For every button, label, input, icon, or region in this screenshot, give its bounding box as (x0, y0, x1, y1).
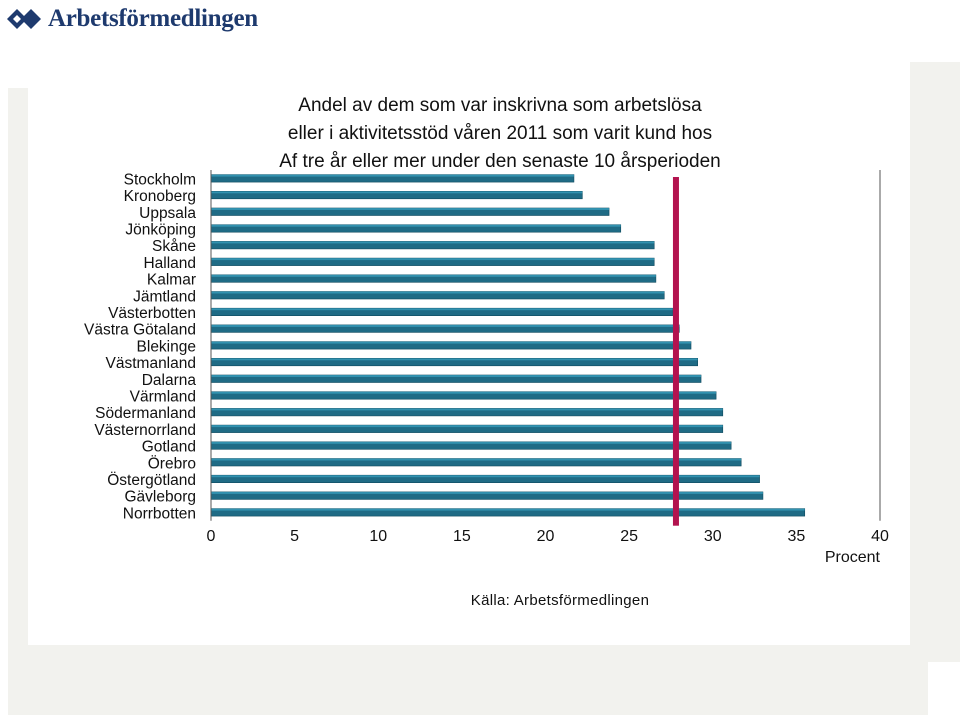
bar-highlight (211, 391, 717, 394)
chart-title-line-1: Andel av dem som var inskrivna som arbet… (298, 95, 702, 116)
y-axis-label: Blekinge (137, 338, 196, 355)
bar-highlight (211, 491, 763, 494)
bar-highlight (211, 258, 655, 261)
y-axis-label: Halland (143, 255, 196, 272)
bar-highlight (211, 191, 583, 194)
y-axis-label: Västernorrland (94, 422, 196, 439)
bar-highlight (211, 341, 692, 344)
x-axis-tick-label: 10 (369, 528, 387, 545)
y-axis-label: Värmland (130, 388, 196, 405)
y-axis-label: Gotland (142, 439, 196, 456)
bar-highlight (211, 324, 680, 327)
logo-text: Arbetsförmedlingen (48, 5, 258, 32)
bars (210, 174, 806, 517)
bar-highlight (211, 291, 665, 294)
background-shape-right (910, 62, 960, 662)
bar-highlight (211, 358, 698, 361)
y-axis-label: Kalmar (147, 272, 196, 289)
x-axis-tick-label: 20 (537, 528, 555, 545)
y-axis-label: Västra Götaland (84, 322, 196, 339)
bar-highlight (211, 274, 656, 277)
y-axis-label: Gävleborg (124, 489, 196, 506)
bar-highlight (211, 375, 702, 377)
chart-panel (28, 60, 910, 645)
background-shape-bottom (8, 645, 928, 715)
source-note: Källa: Arbetsförmedlingen (470, 592, 650, 609)
x-axis-tick-label: 5 (290, 528, 299, 545)
x-axis-tick-label: 40 (871, 528, 889, 545)
bar-highlight (211, 174, 574, 177)
y-axis-label: Dalarna (142, 372, 197, 389)
x-axis-tick-label: 15 (453, 528, 471, 545)
y-axis-label: Västmanland (106, 355, 196, 372)
bar-highlight (211, 441, 732, 444)
bar-highlight (211, 208, 610, 210)
x-axis-tick-label: 0 (207, 528, 216, 545)
x-axis-tick-label: 25 (620, 528, 638, 545)
chart-title-line-3: Af tre år eller mer under den senaste 10… (279, 151, 721, 172)
arbetsformedlingen-logo-icon (7, 9, 41, 29)
bar-highlight (211, 475, 760, 478)
y-axis-label: Jönköping (125, 221, 196, 238)
bar-highlight (211, 458, 742, 461)
bar-highlight (211, 408, 723, 411)
y-axis-label: Östergötland (107, 471, 196, 489)
reference-line (672, 177, 679, 526)
bar-highlight (211, 425, 723, 428)
chart-title-line-2: eller i aktivitetsstöd våren 2011 som va… (287, 123, 713, 144)
y-axis-labels: StockholmKronobergUppsalaJönköpingSkåneH… (84, 171, 196, 522)
x-axis-tick-label: 35 (787, 528, 805, 545)
y-axis-label: Jämtland (133, 288, 196, 305)
y-axis-label: Kronoberg (124, 188, 196, 205)
y-axis-label: Örebro (148, 454, 196, 472)
x-axis-tick-labels: 0 5 10 15 20 25 30 35 40 (207, 528, 889, 545)
x-axis-title: Procent (825, 549, 881, 566)
y-axis-label: Uppsala (139, 205, 196, 222)
y-axis-label: Skåne (152, 238, 196, 255)
y-axis-label: Norrbotten (123, 505, 196, 522)
bar-highlight (211, 308, 673, 311)
logo: Arbetsförmedlingen (4, 2, 258, 36)
y-axis-label: Västerbotten (108, 305, 196, 322)
chart-title: Andel av dem som var inskrivna som arbet… (210, 92, 790, 176)
bar-highlight (211, 224, 621, 227)
bar-highlight (211, 241, 655, 244)
x-axis-tick-label: 30 (704, 528, 722, 545)
axes (210, 170, 881, 521)
y-axis-label: Stockholm (124, 171, 196, 188)
y-axis-label: Södermanland (95, 405, 196, 422)
bar-highlight (211, 508, 805, 511)
reference-line-group (672, 177, 679, 526)
